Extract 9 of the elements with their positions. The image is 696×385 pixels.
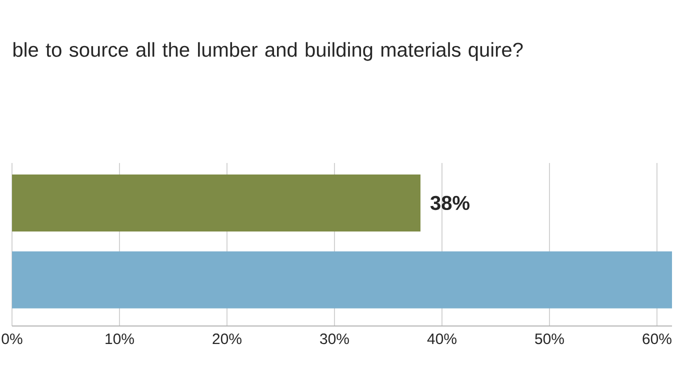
x-tick-label: 50%: [535, 334, 564, 344]
x-tick-label: 0%: [2, 334, 22, 344]
x-tick-label: 60%: [642, 334, 672, 344]
x-tick-label: 10%: [106, 334, 134, 344]
x-tick-label: 40%: [427, 334, 456, 344]
x-tick-label: 30%: [320, 334, 349, 344]
chart-title: ble to source all the lumber and building materials quire?: [13, 42, 523, 61]
data-label: 38%: [430, 196, 470, 210]
x-tick-label: 20%: [212, 334, 242, 344]
